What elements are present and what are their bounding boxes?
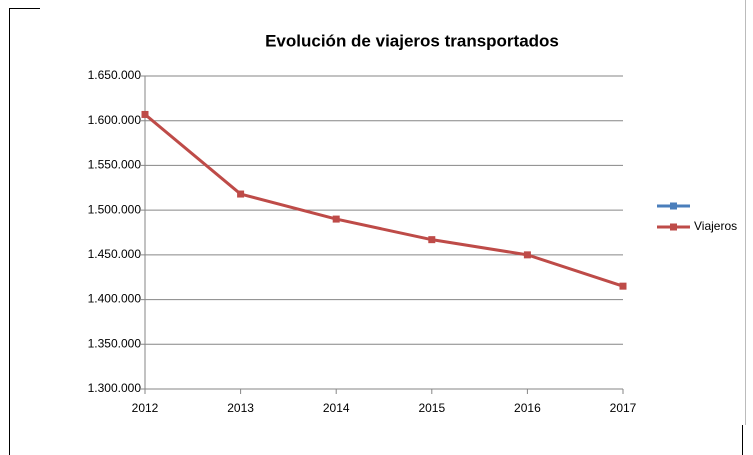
x-tick-label: 2015	[418, 401, 445, 415]
y-tick-label: 1.450.000	[88, 247, 142, 261]
point-marker	[141, 110, 149, 118]
point-marker	[619, 282, 627, 290]
x-tick-label: 2014	[323, 401, 350, 415]
series-line	[144, 113, 624, 288]
x-tick-label: 2013	[227, 401, 254, 415]
chart-title: Evolución de viajeros transportados	[265, 31, 559, 50]
point-marker	[523, 251, 531, 259]
y-tick-label: 1.400.000	[88, 292, 142, 306]
y-tick-label: 1.300.000	[88, 381, 142, 395]
legend-marker	[670, 223, 677, 231]
y-tick-label: 1.350.000	[88, 336, 142, 350]
legend-label: Viajeros	[694, 219, 737, 233]
x-tick-label: 2017	[610, 401, 637, 415]
x-tick-label: 2016	[514, 401, 541, 415]
point-marker	[237, 190, 245, 198]
y-tick-label: 1.600.000	[88, 113, 142, 127]
point-marker	[428, 236, 436, 244]
legend-marker	[670, 202, 677, 210]
x-tick-label: 2012	[132, 401, 159, 415]
y-tick-label: 1.500.000	[88, 202, 142, 216]
point-marker	[332, 215, 340, 223]
y-tick-label: 1.650.000	[88, 68, 142, 82]
y-tick-label: 1.550.000	[88, 158, 142, 172]
